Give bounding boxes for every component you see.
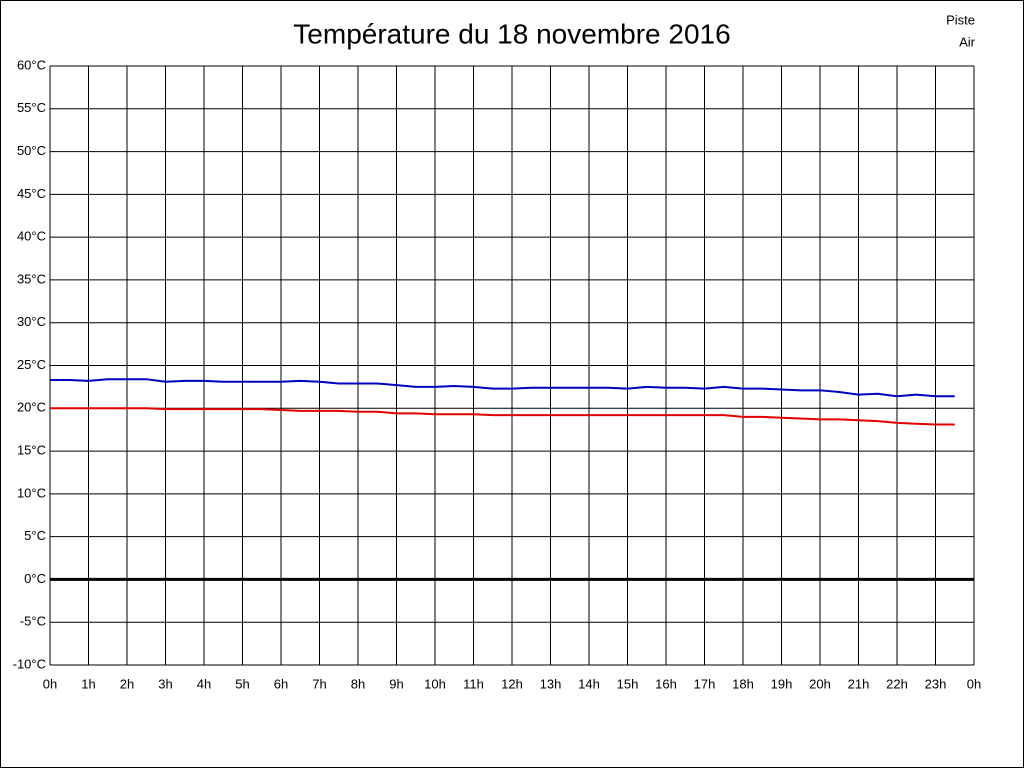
y-tick-label: 45°C: [17, 186, 46, 201]
y-tick-label: 15°C: [17, 443, 46, 458]
x-tick-label: 21h: [848, 676, 870, 691]
y-tick-label: -10°C: [13, 656, 46, 671]
y-tick-label: 0°C: [24, 571, 46, 586]
x-tick-label: 20h: [809, 676, 831, 691]
x-tick-label: 2h: [120, 676, 134, 691]
x-tick-label: 0h: [43, 676, 57, 691]
x-tick-label: 13h: [540, 676, 562, 691]
x-tick-label: 17h: [694, 676, 716, 691]
x-tick-label: 9h: [389, 676, 403, 691]
series-line: [50, 378, 955, 398]
x-tick-label: 6h: [274, 676, 288, 691]
x-tick-label: 18h: [732, 676, 754, 691]
series-line: [50, 407, 955, 426]
y-tick-label: 50°C: [17, 143, 46, 158]
y-tick-label: 60°C: [17, 57, 46, 72]
x-tick-label: 19h: [771, 676, 793, 691]
x-tick-label: 14h: [578, 676, 600, 691]
x-tick-label: 4h: [197, 676, 211, 691]
x-tick-label: 22h: [886, 676, 908, 691]
x-tick-label: 12h: [501, 676, 523, 691]
x-tick-label: 7h: [312, 676, 326, 691]
chart-title: Température du 18 novembre 2016: [293, 18, 730, 49]
y-tick-label: 5°C: [24, 528, 46, 543]
x-tick-label: 10h: [424, 676, 446, 691]
y-tick-label: 30°C: [17, 314, 46, 329]
x-tick-label: 11h: [463, 676, 484, 691]
legend-label: Piste: [946, 12, 975, 27]
x-tick-label: 5h: [235, 676, 249, 691]
x-tick-label: 15h: [617, 676, 639, 691]
x-tick-label: 1h: [81, 676, 95, 691]
y-tick-label: 10°C: [17, 485, 46, 500]
y-tick-label: 20°C: [17, 400, 46, 415]
y-tick-label: -5°C: [20, 614, 46, 629]
y-tick-label: 55°C: [17, 100, 46, 115]
x-tick-label: 16h: [655, 676, 677, 691]
x-tick-label: 8h: [351, 676, 365, 691]
legend-label: Air: [959, 34, 976, 49]
x-tick-label: 0h: [967, 676, 981, 691]
x-tick-label: 3h: [158, 676, 172, 691]
y-tick-label: 25°C: [17, 357, 46, 372]
y-tick-label: 40°C: [17, 229, 46, 244]
x-tick-label: 23h: [925, 676, 947, 691]
y-tick-label: 35°C: [17, 271, 46, 286]
